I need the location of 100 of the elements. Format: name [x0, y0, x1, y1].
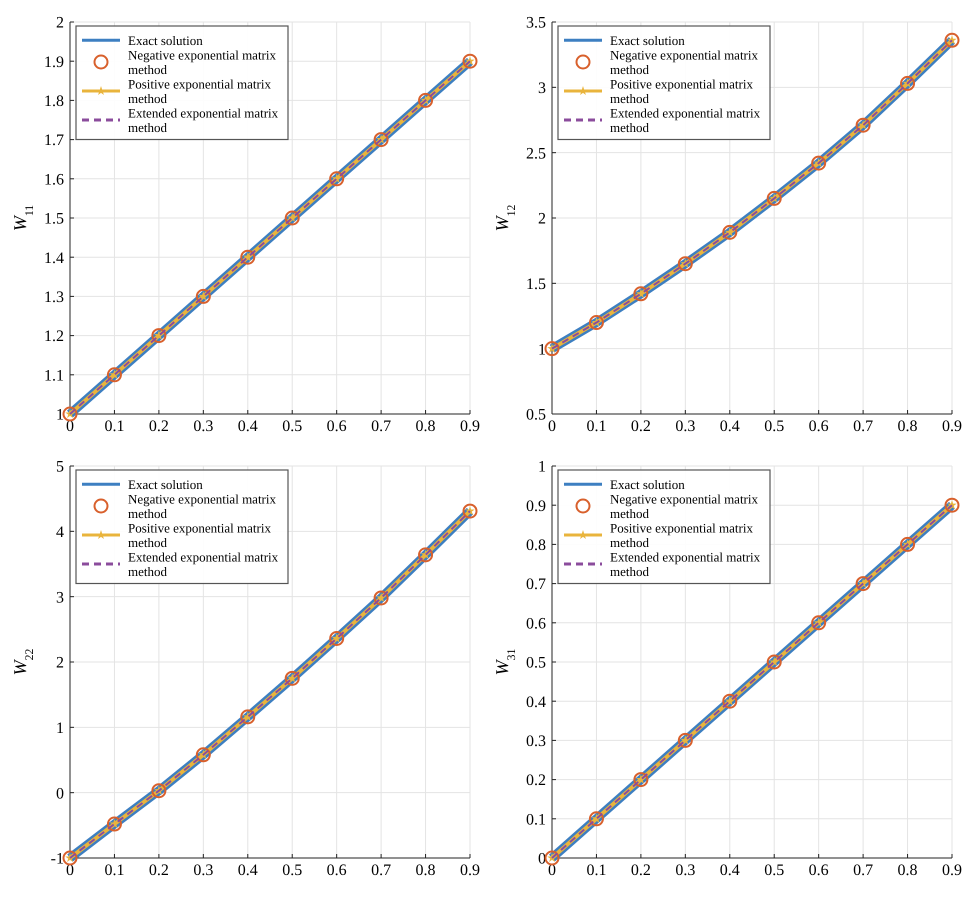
legend-label: Negative exponential matrix method [610, 48, 758, 77]
point [588, 811, 604, 826]
legend-label: Exact solution [128, 33, 204, 48]
point [418, 92, 434, 108]
point [944, 498, 960, 513]
point [678, 732, 693, 748]
y-tick-label: 0.5 [526, 406, 546, 424]
x-tick-label: 0.1 [586, 418, 606, 435]
y-tick-label: 1.8 [44, 93, 64, 110]
legend-label: Negative exponential matrix method [128, 48, 276, 77]
y-tick-label: 1 [538, 341, 546, 358]
legend-label: Exact solution [128, 477, 204, 492]
y-tick-label: 0.8 [526, 537, 546, 554]
x-tick-label: 0.1 [586, 862, 606, 879]
x-tick-label: 0.5 [764, 418, 784, 435]
y-tick-label: 1.5 [526, 276, 546, 293]
y-tick-label: 1 [538, 458, 546, 476]
x-tick-label: 0.2 [148, 418, 169, 435]
y-tick-label: 2 [56, 14, 64, 32]
x-tick-label: 0.9 [460, 862, 480, 879]
x-tick-label: 0.8 [898, 418, 918, 435]
point [678, 256, 693, 272]
legend-label: Positive exponential matrix method [128, 520, 272, 550]
point [151, 783, 166, 798]
point [106, 367, 122, 382]
point [856, 576, 871, 592]
x-tick-label: 0.2 [148, 862, 169, 879]
y-tick-label: 3.5 [526, 14, 546, 32]
y-tick-label: 0.7 [526, 576, 546, 594]
point [329, 630, 344, 646]
x-tick-label: 0.4 [720, 418, 740, 435]
legend-label: Exact solution [610, 33, 686, 48]
point [106, 816, 122, 832]
point [722, 694, 738, 709]
point [374, 132, 389, 148]
x-tick-label: 0.4 [238, 418, 258, 435]
y-tick-label: 1 [56, 406, 64, 424]
x-tick-label: 0.6 [808, 418, 829, 435]
point [284, 670, 300, 686]
x-tick-label: 0.6 [326, 862, 347, 879]
y-tick-label: 0 [56, 785, 64, 802]
point [722, 224, 738, 240]
y-tick-label: 1.5 [44, 210, 64, 228]
x-tick-label: 0.4 [238, 862, 258, 879]
y-tick-label: 0.1 [526, 811, 546, 828]
y-tick-label: 1.3 [44, 289, 64, 306]
point [544, 341, 560, 356]
point [588, 315, 604, 330]
legend-label: Positive exponential matrix method [610, 520, 754, 550]
x-tick-label: 0.8 [898, 862, 918, 879]
point [856, 118, 871, 133]
y-tick-label: 3 [538, 80, 546, 97]
legend-label: Negative exponential matrix method [128, 492, 276, 521]
point [329, 171, 344, 186]
x-tick-label: 0.4 [720, 862, 740, 879]
point [462, 54, 478, 69]
x-tick-label: 0.2 [630, 418, 651, 435]
x-tick-label: 0.6 [808, 862, 829, 879]
point [633, 772, 648, 788]
legend-label: Extended exponential matrix method [128, 550, 279, 579]
y-tick-label: 2 [538, 210, 546, 228]
x-tick-label: 0.8 [416, 862, 436, 879]
legend-label: Extended exponential matrix method [610, 550, 761, 579]
legend-label: Negative exponential matrix method [610, 492, 758, 521]
legend-label: Extended exponential matrix method [610, 106, 761, 135]
x-tick-label: 0.3 [675, 418, 696, 435]
x-tick-label: 0.3 [193, 862, 214, 879]
point [151, 328, 166, 344]
x-tick-label: 0.3 [675, 862, 696, 879]
legend-label: Positive exponential matrix method [610, 76, 754, 106]
x-tick-label: 0.3 [193, 418, 214, 435]
point [766, 190, 782, 206]
point [196, 288, 211, 304]
point [462, 504, 478, 519]
y-tick-label: 4 [56, 524, 64, 541]
y-tick-label: 0.2 [526, 772, 546, 790]
x-tick-label: 0.9 [942, 418, 962, 435]
point [900, 76, 916, 91]
point [196, 747, 211, 762]
y-tick-label: 0.5 [526, 654, 546, 672]
x-tick-label: 0.7 [853, 418, 874, 435]
y-tick-label: 1.1 [44, 367, 64, 384]
x-tick-label: 0.5 [282, 862, 302, 879]
point [633, 286, 648, 302]
point [62, 850, 78, 866]
legend-label: Extended exponential matrix method [128, 106, 279, 135]
y-tick-label: 1.2 [44, 328, 64, 346]
y-tick-label: 1 [56, 720, 64, 737]
point [811, 615, 826, 630]
y-tick-label: 1.7 [44, 132, 64, 150]
y-tick-label: -1 [50, 850, 64, 868]
point [62, 406, 78, 422]
x-tick-label: 0.7 [853, 862, 874, 879]
y-tick-label: 0.3 [526, 733, 546, 750]
x-tick-label: 0.1 [104, 862, 124, 879]
point [900, 536, 916, 552]
point [944, 32, 960, 48]
x-tick-label: 0.9 [942, 862, 962, 879]
y-tick-label: 2 [56, 654, 64, 672]
x-tick-label: 0.6 [326, 418, 347, 435]
